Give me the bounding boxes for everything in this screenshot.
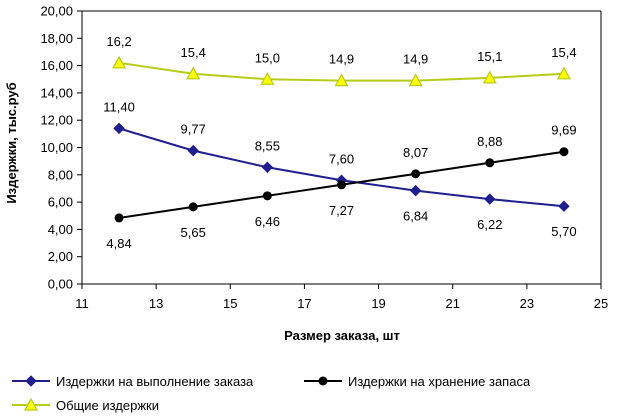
data-label: 8,07 <box>403 145 428 160</box>
data-labels: 11,40 9,77 8,55 7,60 6,84 6,22 5,70 4,84 5,65 6,4… <box>103 34 576 251</box>
y-tick-label: 8,00 <box>48 167 73 182</box>
legend-marker <box>318 376 328 386</box>
legend-label: Издержки на выполнение заказа <box>56 374 254 389</box>
data-label: 5,70 <box>551 224 576 239</box>
data-label: 4,84 <box>106 236 131 251</box>
x-tick-label: 21 <box>445 296 459 311</box>
data-point <box>556 66 571 80</box>
data-label: 16,2 <box>106 34 131 49</box>
y-tick-label: 18,00 <box>40 31 73 46</box>
x-tick-label: 15 <box>223 296 237 311</box>
data-label: 14,9 <box>329 52 354 67</box>
data-point <box>188 202 198 212</box>
y-tick-label: 0,00 <box>48 277 73 292</box>
y-tick-label: 16,00 <box>40 58 73 73</box>
data-point <box>186 66 201 80</box>
data-point <box>411 169 421 179</box>
data-point <box>482 70 497 84</box>
data-label: 7,60 <box>329 151 354 166</box>
data-point <box>408 73 423 87</box>
legend-label: Общие издержки <box>56 398 159 413</box>
data-point <box>112 55 127 69</box>
data-label: 15,4 <box>181 45 206 60</box>
legend-item-2: Издержки на хранение запаса <box>304 374 531 389</box>
data-label: 9,69 <box>551 123 576 138</box>
y-tick-label: 2,00 <box>48 249 73 264</box>
y-tick-label: 20,00 <box>40 4 73 19</box>
series-2 <box>114 147 569 223</box>
x-tick-label: 19 <box>371 296 385 311</box>
data-point <box>113 122 125 135</box>
data-label: 9,77 <box>181 122 206 137</box>
data-point <box>261 161 274 173</box>
x-tick-label: 25 <box>594 296 608 311</box>
data-point <box>485 158 495 168</box>
y-axis-title: Издержки, тыс.руб <box>4 82 19 203</box>
data-label: 14,9 <box>403 52 428 67</box>
y-tick-label: 14,00 <box>40 85 73 100</box>
data-point <box>409 184 422 197</box>
data-label: 11,40 <box>103 99 135 114</box>
series-1 <box>113 122 570 212</box>
data-point <box>262 191 272 201</box>
data-label: 8,55 <box>255 138 280 153</box>
legend: Издержки на выполнение заказа Издержки на… <box>12 374 531 413</box>
x-tick-label: 13 <box>149 296 163 311</box>
x-axis-title: Размер заказа, шт <box>284 328 400 343</box>
data-point <box>260 71 275 85</box>
data-label: 8,88 <box>477 134 502 149</box>
legend-label: Издержки на хранение запаса <box>348 374 531 389</box>
data-label: 5,65 <box>181 225 206 240</box>
series-layer <box>112 55 571 223</box>
x-tick-label: 11 <box>75 296 89 311</box>
data-point <box>187 144 199 157</box>
data-point <box>334 73 349 87</box>
data-label: 15,1 <box>477 49 502 64</box>
legend-marker <box>25 375 37 387</box>
data-point <box>559 147 569 157</box>
data-label: 6,46 <box>255 214 280 229</box>
data-point <box>558 200 570 212</box>
series-3 <box>112 55 571 87</box>
x-tick-label: 23 <box>520 296 534 311</box>
data-label: 15,0 <box>255 50 280 65</box>
data-label: 6,22 <box>477 217 502 232</box>
legend-item-3: Общие издержки <box>12 397 159 413</box>
y-tick-label: 6,00 <box>48 195 73 210</box>
y-tick-label: 4,00 <box>48 222 73 237</box>
legend-item-1: Издержки на выполнение заказа <box>12 374 254 389</box>
data-point <box>337 180 346 190</box>
data-label: 6,84 <box>403 209 428 224</box>
data-point <box>114 213 124 223</box>
x-tick-label: 17 <box>297 296 311 311</box>
y-tick-label: 10,00 <box>40 140 73 155</box>
data-point <box>484 193 496 205</box>
legend-marker <box>23 397 39 411</box>
data-label: 15,4 <box>551 45 576 60</box>
data-label: 7,27 <box>329 203 354 218</box>
y-tick-label: 12,00 <box>40 113 73 128</box>
axes: 0,00 2,00 4,00 6,00 8,00 10,00 12,00 14,00 16,00… <box>40 4 608 312</box>
